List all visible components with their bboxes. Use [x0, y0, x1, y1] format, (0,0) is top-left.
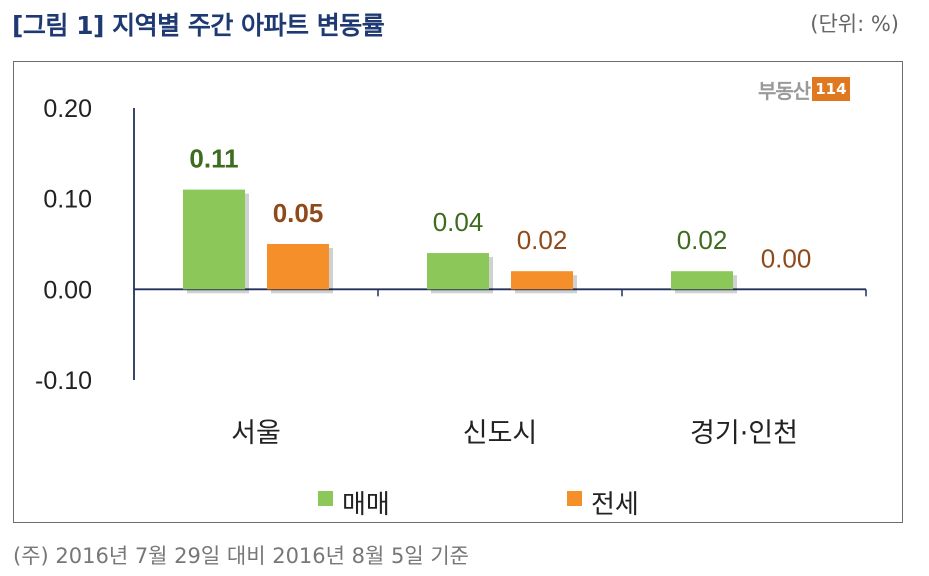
legend-label-jeonse: 전세	[591, 490, 639, 520]
legend-swatch-jeonse	[567, 491, 582, 506]
unit-label: (단위: %)	[810, 12, 899, 36]
category-label: 신도시	[463, 418, 538, 449]
footnote: (주) 2016년 7월 29일 대비 2016년 8월 5일 기준	[13, 544, 469, 568]
sale-value-label: 0.04	[433, 207, 484, 237]
jeonse-value-label: 0.00	[761, 243, 812, 273]
y-tick-label: -0.10	[35, 367, 92, 395]
jeonse-value-label: 0.05	[273, 198, 324, 228]
logo-text: 부동산	[758, 78, 811, 103]
sale-bar	[671, 271, 733, 290]
legend-label-sale: 매매	[342, 490, 390, 520]
sale-bar	[427, 253, 489, 290]
jeonse-value-label: 0.02	[517, 225, 568, 255]
sale-bar	[183, 189, 245, 290]
figure-title: [그림 1] 지역별 주간 아파트 변동률	[12, 11, 385, 40]
y-tick-label: 0.00	[43, 276, 92, 304]
jeonse-bar	[511, 271, 573, 290]
sale-value-label: 0.02	[677, 225, 728, 255]
category-label: 경기·인천	[690, 418, 798, 449]
y-tick-label: 0.10	[43, 186, 92, 214]
logo-number: 114	[812, 77, 850, 101]
chart-frame	[13, 61, 903, 523]
jeonse-bar	[267, 244, 329, 290]
sale-value-label: 0.11	[189, 144, 238, 174]
brand-logo: 부동산 114	[758, 76, 850, 103]
category-label: 서울	[231, 418, 281, 449]
legend-swatch-sale	[318, 491, 333, 506]
y-tick-label: 0.20	[43, 95, 92, 123]
